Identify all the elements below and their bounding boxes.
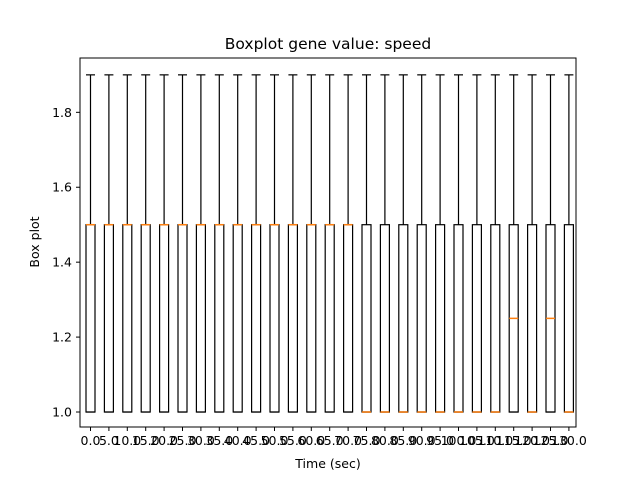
boxes-group: [85, 74, 575, 413]
box-body: [379, 224, 390, 413]
box-14: [343, 74, 354, 413]
box-body: [287, 224, 298, 413]
x-tick-label: 70.0: [334, 433, 362, 448]
x-tick-label: 55.0: [279, 433, 307, 448]
box-body: [306, 224, 317, 413]
box-13: [324, 74, 335, 413]
x-axis-label: Time (sec): [294, 456, 360, 471]
box-22: [490, 74, 501, 413]
x-tick-label: 60.0: [297, 433, 325, 448]
box-body: [214, 224, 225, 413]
x-tick-label: 80.0: [371, 433, 399, 448]
x-tick-label: 0.0: [81, 433, 101, 448]
box-7: [214, 74, 225, 413]
box-3: [140, 74, 151, 413]
x-tick-label: 20.0: [150, 433, 178, 448]
box-11: [287, 74, 298, 413]
x-tick-label: 100.0: [441, 433, 477, 448]
y-tick-label: 1.0: [52, 405, 72, 420]
box-body: [140, 224, 151, 413]
x-axis: 0.05.010.015.020.025.030.035.040.045.050…: [81, 427, 587, 448]
box-24: [526, 74, 538, 413]
box-12: [306, 74, 317, 413]
box-20: [453, 74, 464, 413]
y-axis-label: Box plot: [27, 216, 42, 267]
x-tick-label: 110.0: [477, 433, 513, 448]
box-15: [361, 74, 372, 413]
box-0: [85, 74, 96, 413]
x-tick-label: 25.0: [169, 433, 197, 448]
box-body: [526, 224, 538, 413]
box-body: [103, 224, 115, 413]
y-tick-label: 1.4: [52, 255, 72, 270]
y-tick-label: 1.2: [52, 330, 72, 345]
box-body: [195, 224, 206, 413]
box-body: [398, 224, 409, 413]
box-body: [343, 224, 354, 413]
box-26: [563, 74, 575, 413]
box-body: [563, 224, 575, 413]
box-23: [508, 74, 519, 413]
y-axis: 1.0 1.2 1.4 1.6 1.8: [52, 105, 80, 420]
box-5: [177, 74, 188, 413]
x-tick-label: 30.0: [187, 433, 215, 448]
box-6: [195, 74, 206, 413]
x-tick-label: 35.0: [205, 433, 233, 448]
x-tick-label: 120.0: [514, 433, 550, 448]
plot-frame: [79, 57, 577, 428]
chart-title: Boxplot gene value: speed: [225, 35, 431, 53]
box-17: [398, 74, 409, 413]
box-4: [159, 74, 170, 413]
box-body: [269, 224, 280, 413]
box-body: [122, 224, 133, 413]
box-21: [471, 74, 482, 413]
box-body: [435, 224, 446, 413]
box-body: [453, 224, 464, 413]
x-tick-label: 45.0: [242, 433, 270, 448]
box-body: [324, 224, 335, 413]
box-25: [545, 74, 556, 413]
x-tick-label: 105.0: [459, 433, 495, 448]
x-tick-label: 50.0: [261, 433, 289, 448]
box-10: [269, 74, 280, 413]
x-tick-label: 10.0: [113, 433, 141, 448]
box-19: [435, 74, 446, 413]
box-1: [103, 74, 115, 413]
box-body: [416, 224, 427, 413]
box-18: [416, 74, 427, 413]
box-body: [85, 224, 96, 413]
x-tick-label: 40.0: [224, 433, 252, 448]
box-body: [361, 224, 372, 413]
x-tick-label: 85.0: [389, 433, 417, 448]
x-tick-label: 90.0: [408, 433, 436, 448]
x-tick-label: 75.0: [353, 433, 381, 448]
box-2: [122, 74, 133, 413]
x-tick-label: 5.0: [99, 433, 119, 448]
box-body: [232, 224, 243, 413]
x-tick-label: 65.0: [316, 433, 344, 448]
y-tick-label: 1.6: [52, 180, 72, 195]
x-tick-label: 130.0: [551, 433, 587, 448]
x-tick-label: 95.0: [426, 433, 454, 448]
box-9: [251, 74, 262, 413]
box-body: [251, 224, 262, 413]
x-tick-label: 125.0: [533, 433, 569, 448]
x-tick-label: 115.0: [496, 433, 532, 448]
box-8: [232, 74, 243, 413]
box-body: [177, 224, 188, 413]
box-body: [159, 224, 170, 413]
x-tick-label: 15.0: [132, 433, 160, 448]
y-tick-label: 1.8: [52, 105, 72, 120]
box-body: [471, 224, 482, 413]
box-body: [490, 224, 501, 413]
box-16: [379, 74, 390, 413]
